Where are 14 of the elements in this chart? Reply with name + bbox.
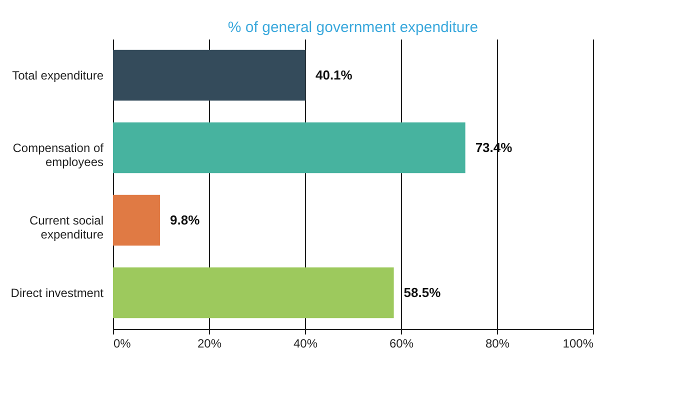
data-label: 9.8%: [170, 212, 200, 228]
x-tick-label: 40%: [293, 336, 318, 350]
data-label: 40.1%: [315, 67, 353, 82]
x-tick-label: 60%: [389, 336, 414, 350]
x-tick-label: 20%: [197, 336, 222, 350]
x-tick-label: 100%: [562, 336, 594, 350]
x-tick-label: 0%: [114, 336, 132, 350]
y-tick-label: Current social expenditure: [29, 213, 104, 242]
y-tick-label: Direct investment: [10, 286, 104, 300]
chart-title: % of general government expenditure: [228, 19, 478, 36]
data-label: 58.5%: [404, 284, 442, 300]
x-tick-label: 80%: [485, 336, 510, 350]
y-tick-label: Total expenditure: [12, 68, 104, 82]
y-tick-label: Compensation of employees: [12, 140, 104, 169]
